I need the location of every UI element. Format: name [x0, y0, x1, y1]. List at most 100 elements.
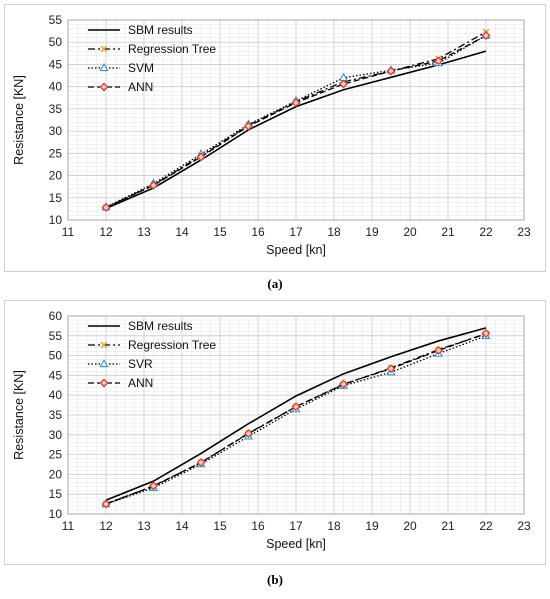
x-tick-label: 20 — [403, 225, 417, 239]
x-tick-label: 12 — [99, 225, 113, 239]
legend-marker-3 — [99, 82, 109, 92]
x-tick-label: 20 — [403, 519, 417, 533]
legend-label-1: Regression Tree — [128, 338, 216, 352]
legend: SBM results Regression Tree SVM ANN — [88, 23, 216, 94]
y-tick-label: 25 — [49, 448, 63, 462]
x-tick-label: 11 — [62, 225, 75, 239]
y-tick-label: 30 — [49, 124, 63, 138]
y-tick-label: 10 — [49, 507, 63, 521]
y-tick-label: 45 — [49, 57, 63, 71]
caption-a: (a) — [267, 276, 283, 291]
legend-marker-2 — [99, 62, 109, 72]
x-tick-label: 17 — [289, 225, 303, 239]
legend-label-1: Regression Tree — [128, 42, 216, 56]
y-tick-label: 50 — [49, 35, 63, 49]
legend-marker-1-b — [100, 341, 108, 349]
legend-marker-1-b — [100, 45, 108, 53]
data-point — [101, 203, 111, 213]
caption-b: (b) — [267, 572, 283, 587]
y-tick-label: 45 — [49, 368, 63, 382]
y-tick-label: 15 — [49, 191, 63, 205]
series-markers-3 — [101, 31, 491, 213]
series-line-0 — [105, 327, 487, 501]
x-tick-label: 18 — [327, 225, 341, 239]
legend: SBM results Regression Tree SVR ANN — [88, 319, 216, 390]
y-axis-label: Resistance [KN] — [12, 370, 26, 460]
x-tick-label: 13 — [137, 225, 151, 239]
legend-label-0: SBM results — [128, 23, 193, 37]
legend-marker-3 — [99, 378, 109, 388]
grid — [67, 315, 525, 515]
legend-label-2: SVM — [128, 61, 154, 75]
y-axis-label: Resistance [KN] — [12, 75, 26, 165]
data-point — [434, 346, 443, 355]
data-point — [481, 31, 491, 41]
y-tick-label: 25 — [49, 146, 63, 160]
data-point — [196, 458, 206, 467]
y-tick-label: 40 — [49, 80, 63, 94]
series-line-1 — [105, 31, 487, 209]
x-tick-label: 22 — [479, 519, 493, 533]
x-tick-label: 19 — [365, 519, 379, 533]
x-tick-label: 13 — [137, 519, 151, 533]
x-tick-label: 14 — [175, 519, 189, 533]
x-tick-label: 15 — [213, 519, 227, 533]
x-tick-label: 14 — [175, 225, 189, 239]
data-point — [434, 56, 443, 66]
y-tick-label: 35 — [49, 102, 63, 116]
y-tick-label: 35 — [49, 408, 63, 422]
x-tick-label: 23 — [517, 519, 531, 533]
x-tick-label: 11 — [62, 519, 75, 533]
data-point — [386, 66, 396, 76]
legend-label-0: SBM results — [128, 319, 193, 333]
data-point — [149, 180, 158, 190]
y-tick-label: 40 — [49, 388, 63, 402]
chart-b-svg: 11 12 13 14 15 16 17 18 19 20 21 22 23 10 15 20 25 30 35 40… — [12, 309, 531, 551]
data-point — [386, 364, 396, 374]
y-tick-label: 50 — [49, 349, 63, 363]
y-tick-label: 60 — [49, 309, 63, 323]
x-tick-label: 22 — [479, 225, 493, 239]
data-point — [244, 429, 253, 439]
x-tick-label: 12 — [99, 519, 113, 533]
plot-area — [67, 315, 525, 515]
x-tick-label: 21 — [441, 225, 455, 239]
data-point — [101, 499, 111, 509]
x-axis-label: Speed [kn] — [266, 537, 326, 551]
data-point — [481, 328, 491, 338]
data-point — [244, 121, 253, 131]
y-tick-label: 55 — [49, 329, 63, 343]
y-tick-label: 30 — [49, 428, 63, 442]
legend-label-3: ANN — [128, 376, 153, 390]
y-tick-label: 15 — [49, 487, 63, 501]
data-point — [291, 98, 301, 108]
data-point — [196, 152, 206, 162]
x-axis-label: Speed [kn] — [266, 243, 326, 257]
x-tick-label: 16 — [251, 225, 265, 239]
series-line-3 — [105, 332, 487, 505]
legend-marker-2 — [99, 358, 109, 368]
legend-label-2: SVR — [128, 357, 153, 371]
data-point — [291, 402, 301, 412]
data-point — [149, 481, 158, 491]
plot-area — [67, 19, 525, 221]
chart-panel-a: 11 12 13 14 15 16 17 18 19 20 21 22 23 10 15 20 25 30 35 40… — [4, 4, 546, 272]
data-point — [339, 79, 348, 89]
legend-label-3: ANN — [128, 80, 153, 94]
chart-a-svg: 11 12 13 14 15 16 17 18 19 20 21 22 23 10 15 20 25 30 35 40… — [12, 13, 531, 257]
data-point — [339, 379, 348, 389]
series-markers-3 — [101, 328, 491, 509]
y-tick-label: 20 — [49, 467, 63, 481]
x-tick-label: 18 — [327, 519, 341, 533]
x-tick-label: 15 — [213, 225, 227, 239]
x-tick-label: 19 — [365, 225, 379, 239]
chart-panel-b: 11 12 13 14 15 16 17 18 19 20 21 22 23 10 15 20 25 30 35 40… — [4, 300, 546, 565]
y-tick-label: 55 — [49, 13, 63, 27]
x-tick-label: 16 — [251, 519, 265, 533]
y-tick-label: 10 — [49, 213, 63, 227]
x-tick-label: 17 — [289, 519, 303, 533]
x-tick-label: 23 — [517, 225, 531, 239]
series-line-2 — [105, 335, 487, 505]
x-tick-label: 21 — [441, 519, 455, 533]
y-tick-label: 20 — [49, 169, 63, 183]
